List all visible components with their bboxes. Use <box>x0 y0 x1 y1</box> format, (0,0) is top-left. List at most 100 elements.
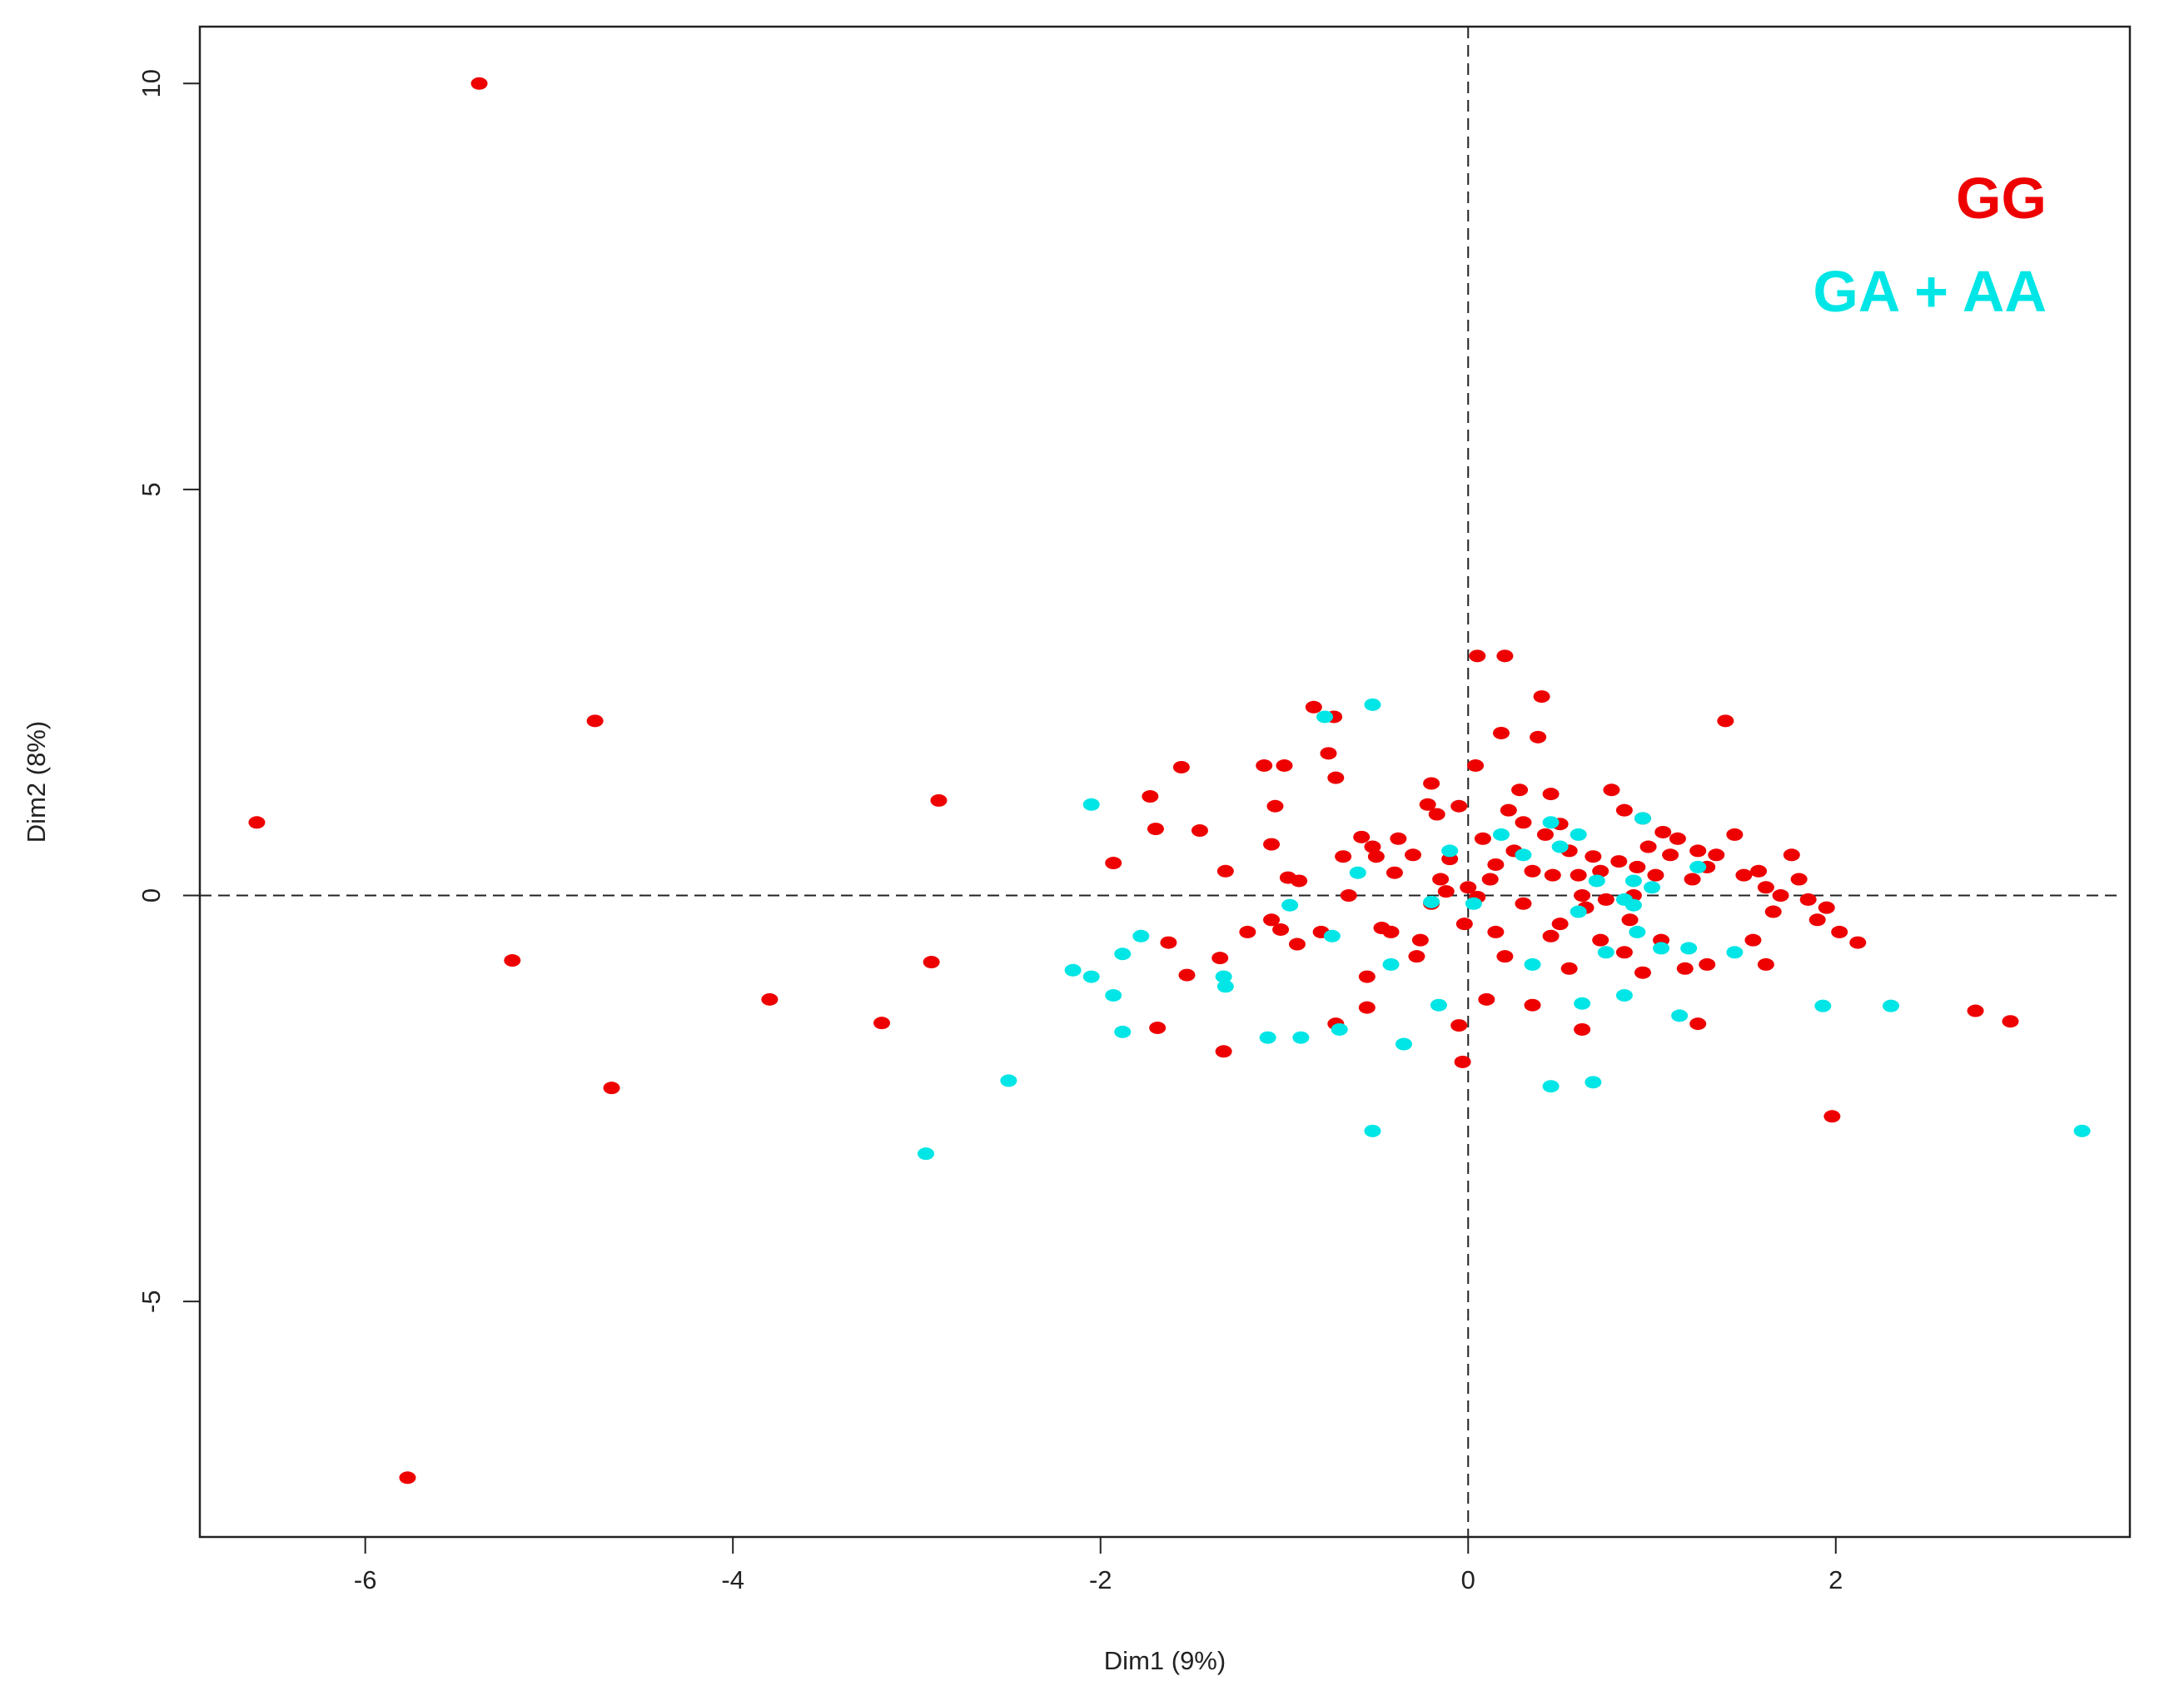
data-point <box>1239 925 1256 938</box>
data-point <box>1082 798 1100 811</box>
data-point <box>1000 1074 1017 1087</box>
data-point <box>1544 868 1561 882</box>
data-point <box>1496 950 1514 963</box>
data-point <box>1450 1019 1468 1032</box>
data-point <box>1487 925 1505 938</box>
y-tick-label: 10 <box>137 69 166 97</box>
data-point <box>1160 936 1177 949</box>
data-point <box>1492 828 1510 841</box>
data-point <box>1450 799 1468 813</box>
data-point <box>1735 868 1753 882</box>
data-point <box>1647 868 1664 882</box>
data-point <box>1764 905 1782 918</box>
data-point <box>1478 992 1495 1006</box>
data-point <box>1272 923 1290 936</box>
x-tick-label: 0 <box>1461 1565 1475 1594</box>
data-point <box>1353 830 1371 843</box>
data-point <box>1288 938 1306 951</box>
data-point <box>1492 726 1510 739</box>
data-point <box>1639 840 1657 853</box>
data-point <box>1684 873 1701 886</box>
data-point <box>1689 860 1707 873</box>
data-point <box>1671 1009 1689 1022</box>
data-point <box>1574 1022 1591 1036</box>
data-point <box>1570 828 1587 841</box>
data-point <box>1570 905 1587 918</box>
data-point <box>1411 933 1429 947</box>
data-point <box>1386 866 1403 879</box>
data-point <box>1441 844 1459 858</box>
data-point <box>1597 893 1614 906</box>
legend: GG GA + AA <box>1813 166 2047 324</box>
data-point <box>1500 803 1517 817</box>
data-point <box>1430 998 1447 1012</box>
data-point <box>1432 873 1450 886</box>
data-point <box>1597 946 1614 959</box>
data-point <box>1467 758 1485 772</box>
data-point <box>1515 816 1532 829</box>
data-point <box>1211 952 1229 965</box>
data-point <box>1423 777 1440 790</box>
data-point <box>1689 844 1707 858</box>
data-point <box>1178 968 1196 982</box>
data-point <box>1644 881 1661 894</box>
data-point <box>873 1017 891 1030</box>
data-point <box>1551 918 1569 931</box>
data-point <box>1105 857 1122 870</box>
data-point <box>1615 803 1633 817</box>
data-point <box>1364 698 1381 711</box>
data-point <box>1455 918 1473 931</box>
data-point <box>1634 812 1651 825</box>
data-point <box>1256 758 1273 772</box>
data-point <box>1216 980 1234 993</box>
data-point <box>1259 1031 1276 1044</box>
data-point <box>1542 929 1560 943</box>
data-point <box>1367 850 1385 863</box>
data-point <box>761 992 779 1006</box>
data-point <box>1726 946 1744 959</box>
data-point <box>1726 828 1744 841</box>
data-point <box>1699 957 1716 971</box>
legend-label-ga-aa: GA + AA <box>1813 259 2047 324</box>
data-point <box>1469 649 1486 663</box>
data-point <box>1423 895 1440 908</box>
data-point <box>1624 874 1642 888</box>
data-point <box>1708 848 1725 862</box>
data-point <box>1276 758 1293 772</box>
x-axis: -6 -4 -2 0 2 <box>354 1536 1843 1594</box>
y-tick-label: -5 <box>137 1290 166 1313</box>
data-point <box>1814 999 1832 1012</box>
data-point <box>1428 808 1445 821</box>
data-point <box>1610 855 1628 868</box>
data-point <box>1496 649 1514 663</box>
y-tick-label: 5 <box>137 482 166 496</box>
data-point <box>1358 970 1376 983</box>
reference-lines <box>200 27 2122 1537</box>
data-point <box>1654 825 1672 838</box>
data-point <box>1588 874 1605 888</box>
data-point <box>1603 783 1620 797</box>
data-point <box>1592 933 1609 947</box>
series-gg <box>248 77 2019 1485</box>
x-axis-title: Dim1 (9%) <box>1104 1646 1226 1675</box>
data-point <box>1382 957 1400 971</box>
data-point <box>1395 1037 1412 1051</box>
data-point <box>399 1471 416 1485</box>
data-point <box>1574 997 1591 1010</box>
data-points <box>248 77 2091 1485</box>
data-point <box>1662 848 1679 862</box>
series-ga-aa <box>918 698 2091 1161</box>
data-point <box>1437 885 1455 898</box>
data-point <box>1680 942 1698 955</box>
data-point <box>1515 897 1532 910</box>
data-point <box>1215 970 1232 983</box>
data-point <box>1676 962 1694 975</box>
data-point <box>1191 824 1208 838</box>
data-point <box>1831 925 1848 938</box>
y-tick-label: 0 <box>137 888 166 903</box>
data-point <box>1849 936 1867 949</box>
data-point <box>1327 771 1345 784</box>
data-point <box>1524 957 1541 971</box>
data-point <box>1592 864 1609 878</box>
data-point <box>1408 950 1425 963</box>
